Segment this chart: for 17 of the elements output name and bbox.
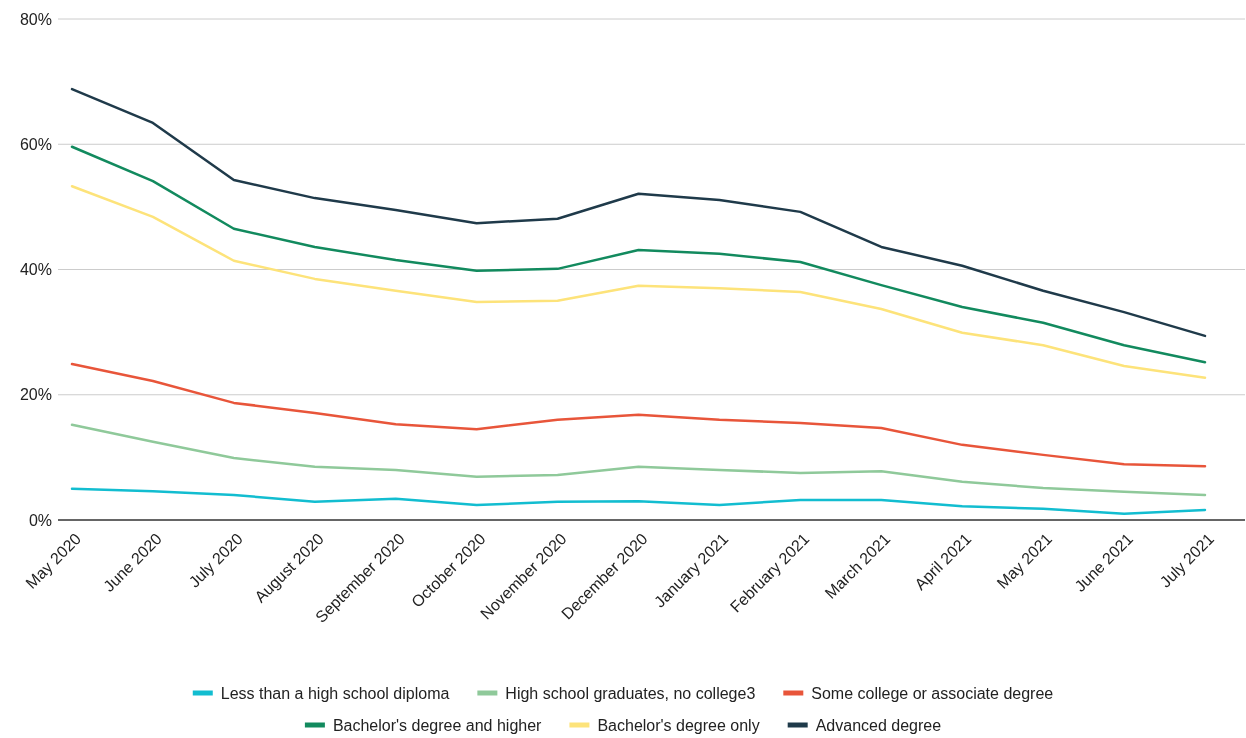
legend-label: Bachelor's degree and higher	[332, 716, 543, 734]
legend-label: Less than a high school diploma	[220, 684, 450, 702]
line-series	[70, 184, 1207, 380]
legend-label: Some college or associate degree	[811, 684, 1054, 702]
y-tick-label: 0%	[28, 511, 52, 529]
legend-label: Bachelor's degree only	[597, 716, 760, 734]
line-series	[70, 87, 1207, 338]
y-tick-label: 80%	[19, 10, 52, 28]
line-series	[70, 487, 1207, 515]
y-tick-label: 40%	[19, 261, 52, 279]
legend-label: Advanced degree	[815, 716, 942, 734]
legend-label: High school graduates, no college3	[505, 684, 756, 702]
line-series	[70, 145, 1207, 364]
y-tick-label: 60%	[19, 135, 52, 153]
line-series	[70, 423, 1207, 497]
y-tick-label: 20%	[19, 386, 52, 404]
line-series	[70, 362, 1207, 468]
